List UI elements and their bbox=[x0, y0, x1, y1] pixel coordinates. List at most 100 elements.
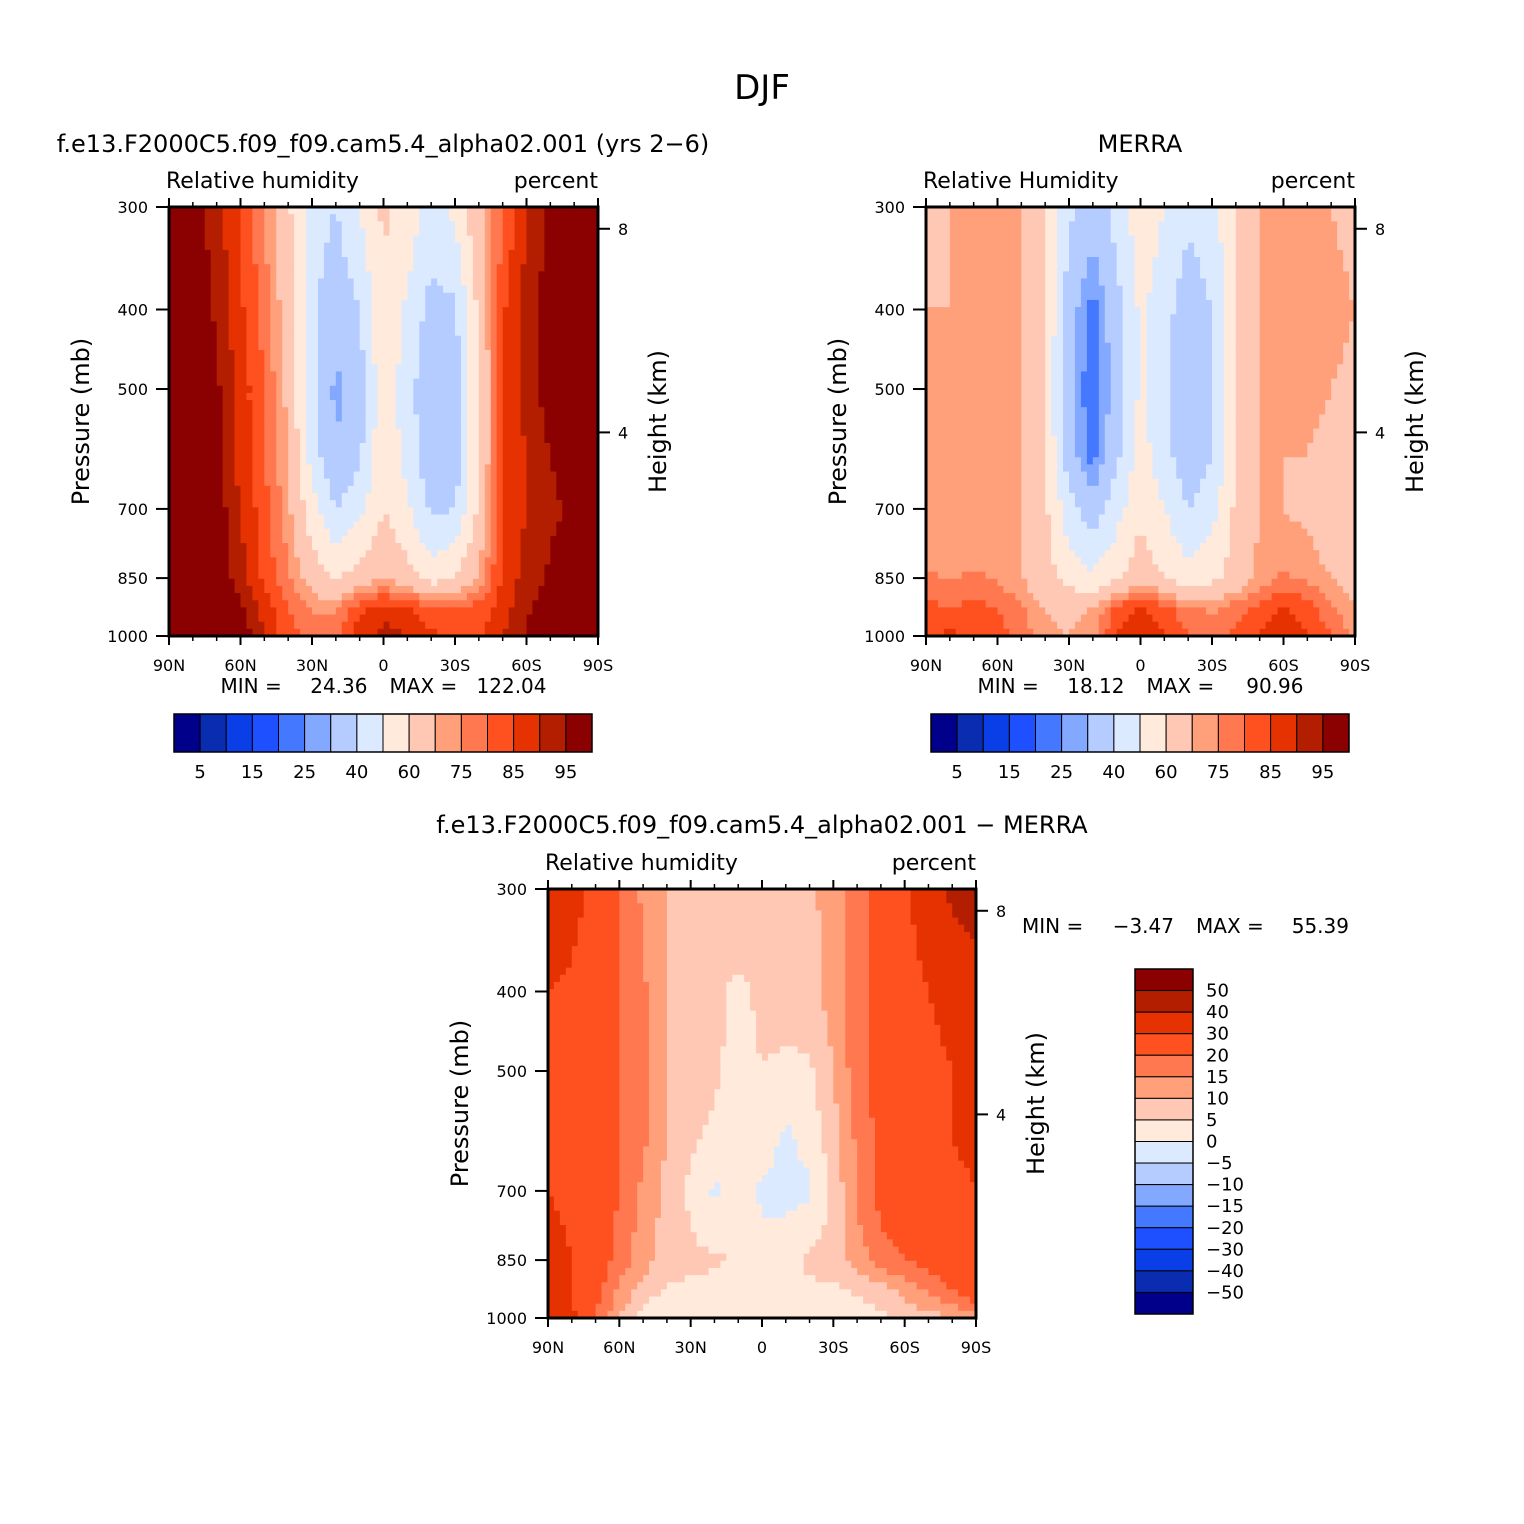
heatmap-cell bbox=[520, 578, 528, 587]
heatmap-cell bbox=[1128, 207, 1136, 215]
heatmap-cell bbox=[586, 585, 593, 594]
heatmap-cell bbox=[407, 528, 414, 537]
heatmap-cell bbox=[460, 207, 468, 215]
heatmap-cell bbox=[276, 564, 283, 573]
heatmap-cell bbox=[437, 214, 444, 222]
heatmap-cell bbox=[252, 514, 259, 523]
heatmap-cell bbox=[538, 493, 545, 501]
heatmap-cell bbox=[258, 593, 265, 601]
heatmap-cell bbox=[264, 571, 271, 580]
heatmap-cell bbox=[371, 264, 379, 272]
heatmap-cell bbox=[514, 500, 522, 508]
heatmap-cell bbox=[520, 543, 528, 551]
heatmap-cell bbox=[377, 314, 385, 322]
heatmap-cell bbox=[210, 364, 218, 373]
heatmap-cell bbox=[1122, 228, 1130, 237]
heatmap-cell bbox=[1247, 221, 1255, 230]
heatmap-cell bbox=[204, 514, 212, 523]
heatmap-cell bbox=[264, 578, 271, 587]
heatmap-cell bbox=[991, 228, 999, 237]
heatmap-cell bbox=[252, 571, 259, 580]
heatmap-cell bbox=[478, 514, 486, 523]
heatmap-cell bbox=[568, 564, 575, 573]
heatmap-cell bbox=[228, 442, 236, 451]
heatmap-cell bbox=[180, 292, 188, 301]
heatmap-cell bbox=[592, 335, 599, 344]
heatmap-cell bbox=[437, 249, 444, 258]
heatmap-cell bbox=[1045, 249, 1052, 258]
heatmap-cell bbox=[169, 228, 176, 237]
heatmap-cell bbox=[568, 607, 575, 616]
heatmap-cell bbox=[532, 550, 540, 558]
heatmap-cell bbox=[300, 514, 307, 523]
heatmap-cell bbox=[1146, 228, 1154, 237]
heatmap-cell bbox=[246, 257, 254, 265]
heatmap-cell bbox=[562, 514, 569, 523]
heatmap-cell bbox=[169, 614, 176, 623]
heatmap-cell bbox=[520, 364, 528, 373]
heatmap-cell bbox=[484, 350, 492, 358]
heatmap-cell bbox=[484, 271, 492, 280]
heatmap-cell bbox=[592, 221, 599, 230]
heatmap-cell bbox=[425, 214, 432, 222]
heatmap-cell bbox=[514, 550, 522, 558]
heatmap-cell bbox=[246, 464, 254, 473]
heatmap-cell bbox=[186, 364, 194, 373]
heatmap-cell bbox=[443, 478, 450, 487]
heatmap-cell bbox=[270, 307, 277, 315]
heatmap-cell bbox=[413, 535, 420, 544]
heatmap-cell bbox=[395, 457, 402, 465]
heatmap-cell bbox=[198, 221, 206, 230]
heatmap-cell bbox=[389, 321, 397, 330]
heatmap-cell bbox=[532, 328, 540, 337]
heatmap-cell bbox=[538, 593, 545, 601]
heatmap-cell bbox=[252, 550, 259, 558]
heatmap-cell bbox=[377, 257, 385, 265]
heatmap-cell bbox=[413, 314, 420, 322]
heatmap-cell bbox=[240, 442, 248, 451]
heatmap-cell bbox=[294, 371, 301, 380]
heatmap-cell bbox=[377, 249, 385, 258]
heatmap-cell bbox=[407, 428, 414, 437]
heatmap-cell bbox=[460, 535, 468, 544]
heatmap-cell bbox=[508, 535, 516, 544]
heatmap-cell bbox=[1092, 257, 1100, 265]
heatmap-cell bbox=[550, 471, 557, 480]
heatmap-cell bbox=[550, 285, 557, 294]
heatmap-cell bbox=[508, 257, 516, 265]
heatmap-cell bbox=[455, 385, 462, 394]
heatmap-cell bbox=[1074, 221, 1082, 230]
heatmap-cell bbox=[317, 342, 325, 351]
heatmap-cell bbox=[228, 607, 236, 616]
heatmap-cell bbox=[234, 292, 242, 301]
heatmap-cell bbox=[204, 407, 212, 415]
heatmap-cell bbox=[520, 235, 528, 244]
heatmap-cell bbox=[294, 378, 301, 387]
heatmap-cell bbox=[282, 421, 289, 430]
heatmap-cell bbox=[401, 257, 408, 265]
heatmap-cell bbox=[466, 528, 474, 537]
heatmap-cell bbox=[192, 507, 200, 516]
heatmap-cell bbox=[300, 600, 307, 608]
heatmap-cell bbox=[210, 550, 218, 558]
heatmap-cell bbox=[365, 407, 373, 415]
heatmap-cell bbox=[1021, 257, 1028, 265]
heatmap-cell bbox=[443, 471, 450, 480]
heatmap-cell bbox=[455, 307, 462, 315]
heatmap-cell bbox=[371, 550, 379, 558]
heatmap-cell bbox=[544, 507, 551, 516]
heatmap-cell bbox=[300, 493, 307, 501]
heatmap-cell bbox=[586, 521, 593, 530]
heatmap-cell bbox=[568, 350, 575, 358]
heatmap-cell bbox=[264, 493, 271, 501]
heatmap-cell bbox=[216, 221, 224, 230]
heatmap-cell bbox=[306, 242, 313, 251]
heatmap-cell bbox=[204, 550, 212, 558]
heatmap-cell bbox=[234, 514, 242, 523]
heatmap-cell bbox=[568, 464, 575, 473]
heatmap-cell bbox=[329, 364, 337, 373]
heatmap-cell bbox=[484, 493, 492, 501]
heatmap-cell bbox=[538, 585, 545, 594]
heatmap-cell bbox=[222, 564, 230, 573]
heatmap-cell bbox=[419, 571, 426, 580]
